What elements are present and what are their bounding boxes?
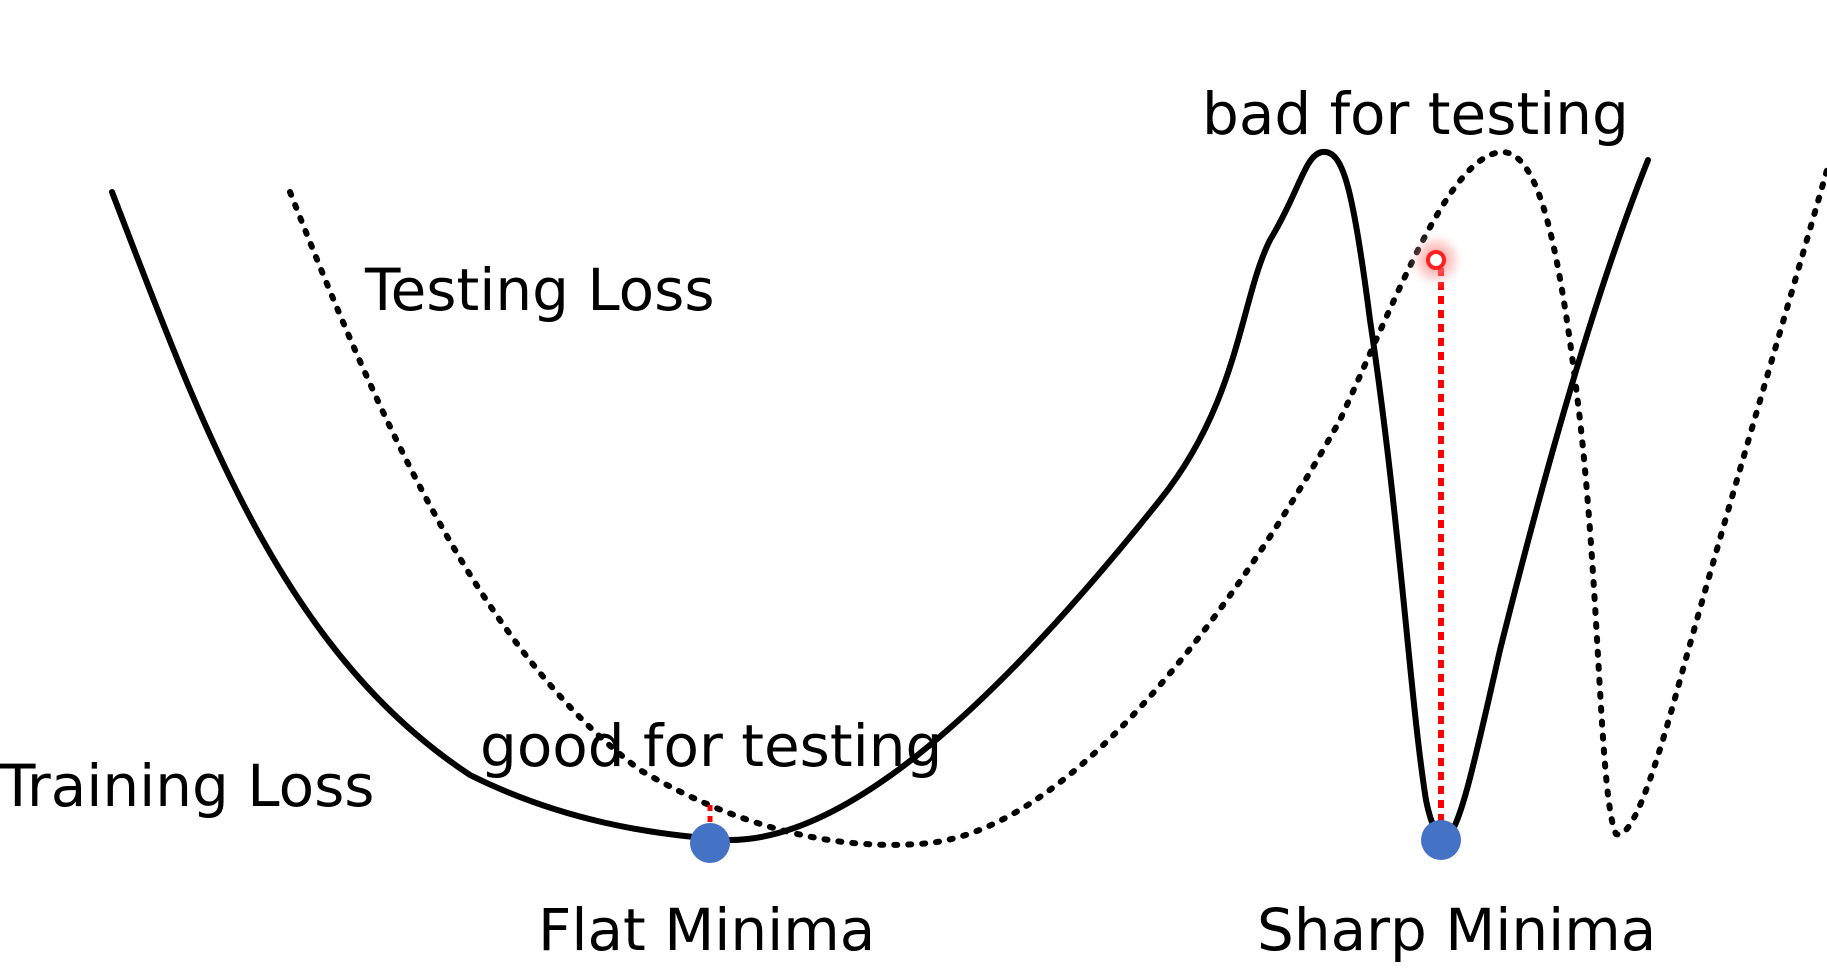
- testing-loss-point: [1426, 250, 1446, 270]
- flat-minima-marker: [690, 823, 730, 863]
- testing-loss-curve: [287, 149, 1827, 848]
- bad-for-testing-label: bad for testing: [1202, 80, 1629, 148]
- sharp-minima-marker: [1421, 820, 1461, 860]
- flat-minima-label: Flat Minima: [538, 896, 875, 964]
- good-for-testing-label: good for testing: [480, 712, 942, 780]
- training-loss-label: Training Loss: [0, 752, 375, 820]
- testing-loss-label: Testing Loss: [364, 256, 715, 324]
- training-loss-curve: [109, 148, 1651, 843]
- sharp-minima-label: Sharp Minima: [1257, 896, 1656, 964]
